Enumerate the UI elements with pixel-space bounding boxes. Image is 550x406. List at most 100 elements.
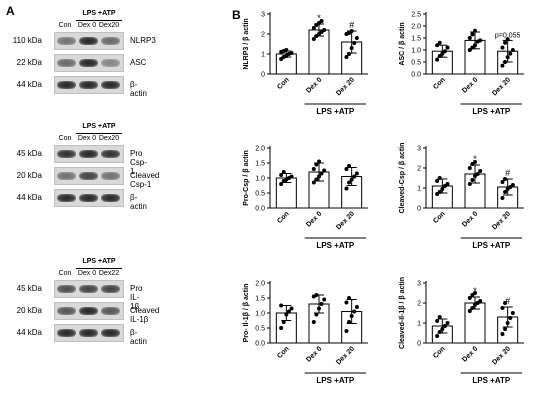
y-tick-label: 0.0 [255,206,265,213]
data-point [317,306,321,311]
data-point [347,52,352,56]
blot-strip [54,189,124,207]
data-point [286,309,291,314]
significance-mark: * [317,13,321,23]
x-tick-label: Dex 20 [491,345,512,366]
data-point [354,305,359,309]
data-point [437,40,442,45]
x-tick-label: Dex 0 [305,210,323,228]
data-point [344,329,349,333]
blot-treatment-label: LPS +ATP [82,123,116,130]
data-point [319,19,324,23]
data-point [473,160,477,164]
data-point [475,172,480,176]
blot-protein-label: NLRP3 [130,36,156,45]
blot-lane-label: Dex 0 [77,270,97,277]
blot-strip [54,280,124,298]
y-axis-label: Pro-Csp / β actin [243,150,250,206]
blot-protein-label: Cleaved IL-1β [130,306,160,324]
significance-mark: # [505,296,510,306]
y-tick-label: 1.0 [255,176,265,183]
data-point [437,330,442,334]
blot-band [57,81,76,89]
data-point [508,316,513,320]
blot-treatment-bar [76,133,122,134]
y-tick-label: 2.0 [411,24,421,31]
blot-lane-label: Con [58,270,72,277]
data-point [510,183,515,187]
blot-strip [54,54,124,72]
data-point [281,170,286,174]
data-point [440,51,445,56]
blot-band [57,150,76,158]
x-tick-label: Dex 0 [305,76,323,94]
blot-strip [54,167,124,185]
data-point [442,49,447,54]
data-point [347,296,352,300]
data-point [344,300,349,305]
data-point [322,168,327,173]
data-point [317,159,321,164]
data-point [473,291,477,295]
data-point [510,48,515,52]
blot-kda-label: 45 kDa [16,149,42,158]
data-point [503,40,508,45]
blot-kda-label: 20 kDa [16,171,42,180]
chart-pro-il1b: 0.0 0.5 1.0 1.5 2.0 Pro- Il-1β / β actin Con De… [232,265,392,401]
data-point [510,311,515,315]
data-point [435,334,440,338]
x-tick-label: Con [432,345,447,360]
blot-band [57,59,76,67]
data-point [478,38,483,43]
data-point [354,171,359,176]
x-tick-label: Dex 0 [305,345,323,363]
data-point [289,306,294,311]
blot-protein-label: ASC [130,58,147,67]
blot-band [57,37,76,45]
blot-band [101,194,120,202]
blot-treatment-label: LPS +ATP [82,258,116,265]
x-tick-label: Dex 0 [461,210,479,228]
data-point [349,46,354,50]
data-point [322,297,327,302]
blot-kda-label: 20 kDa [16,306,42,315]
significance-mark: # [349,20,354,30]
group-label: LPS +ATP [316,107,355,116]
data-point [311,320,316,324]
blot-band [101,285,120,293]
significance-mark: * [473,154,477,164]
y-tick-label: 1 [417,186,421,193]
data-point [503,301,508,305]
blot-band [101,329,120,337]
blot-band [79,329,98,337]
group-label: LPS +ATP [472,107,511,116]
blot-strip [54,302,124,320]
blot-lane-label: Dex20 [98,135,120,142]
bar [308,29,330,75]
data-point [508,51,513,56]
data-point [317,174,321,179]
data-point [354,36,359,40]
blot-protein-label: β- actin [130,328,147,346]
chart-nlrp3: 0 1 2 3 NLRP3 / β actin Con * Dex 0 # Dex 20 LPS +… [232,0,392,130]
data-point [435,43,440,48]
data-point [311,37,316,41]
data-point [440,187,445,191]
data-point [467,296,472,300]
x-tick-label: Con [276,210,291,225]
x-tick-label: Dex 20 [491,210,512,231]
group-label: LPS +ATP [472,241,511,250]
data-point [279,326,284,330]
blot-band [79,37,98,45]
blot-strip [54,32,124,50]
blot-band [57,329,76,337]
blot-kda-label: 45 kDa [16,284,42,293]
blot-lane-label: Con [58,22,72,29]
data-point [470,45,475,50]
data-point [314,293,319,297]
blot-lane-label: Dex20 [98,22,120,29]
data-point [503,60,508,64]
data-point [319,302,324,306]
blot-band [79,307,98,315]
data-point [445,45,450,50]
